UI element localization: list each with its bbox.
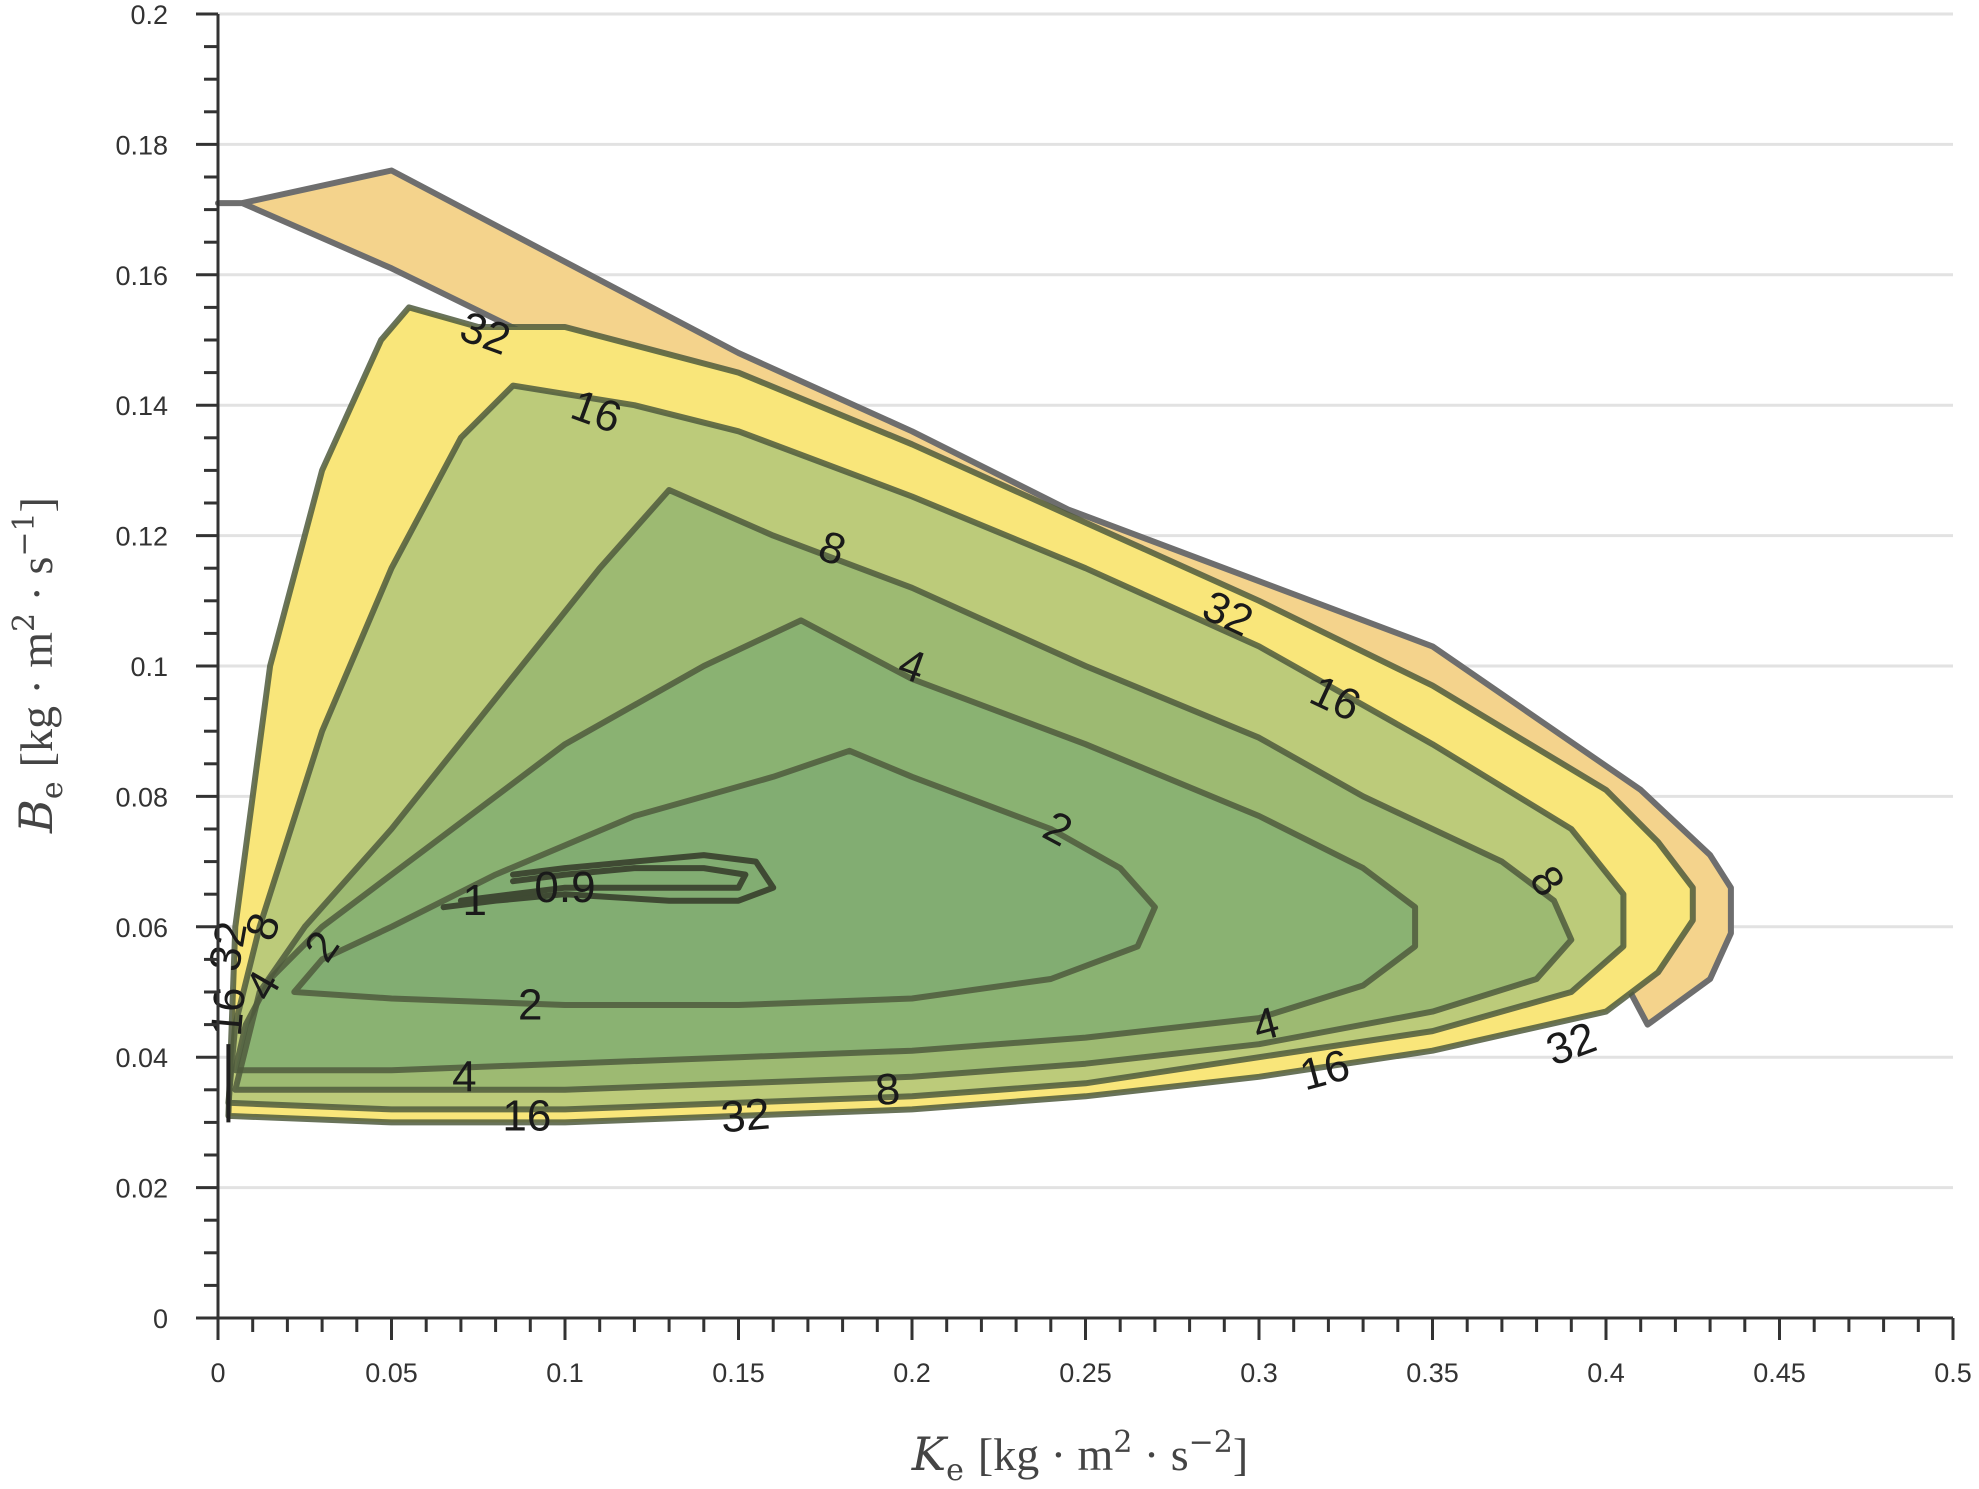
contour-line-0.9 [457, 865, 749, 904]
x-tick-label: 0.5 [1934, 1358, 1972, 1388]
y-tick-label: 0.1 [130, 652, 168, 682]
contour-line-16 [225, 382, 1627, 1113]
contour-label: 4 [452, 1052, 476, 1101]
x-tick-label: 0.3 [1240, 1358, 1278, 1388]
contour-label: 16 [502, 1091, 551, 1140]
contour-line-4 [232, 617, 1419, 1074]
axes [196, 12, 1955, 1340]
contour-label: 2 [518, 981, 542, 1030]
y-tick-labels: 0 0.02 0.04 0.06 0.08 0.1 0.12 0.14 0.16 0.18 0.2 [115, 0, 168, 1334]
y-tick-label: 0.06 [115, 913, 168, 943]
x-tick-labels: 0 0.05 0.1 0.15 0.2 0.25 0.3 0.35 0.4 0.45 0.5 [210, 1358, 1971, 1388]
contour-line-32 [225, 304, 1696, 1126]
contour-line-8 [232, 487, 1575, 1093]
contour-line-1 [440, 852, 777, 911]
contour-label: 16 [1295, 1040, 1355, 1100]
y-tick-label: 0.02 [115, 1174, 168, 1204]
x-tick-label: 0.25 [1059, 1358, 1112, 1388]
y-tick-label: 0.18 [115, 130, 168, 160]
contour-fill-2 [294, 750, 1155, 1005]
x-tick-label: 0.4 [1587, 1358, 1625, 1388]
contour-label: 32 [719, 1089, 772, 1142]
y-tick-label: 0.16 [115, 261, 168, 291]
y-tick-label: 0.2 [130, 0, 168, 30]
x-tick-label: 0.1 [546, 1358, 584, 1388]
x-tick-label: 0.35 [1406, 1358, 1459, 1388]
x-axis-label: Ke [kg · m2 · s−2] [911, 1425, 1248, 1488]
contour-label: 1 [463, 876, 487, 925]
y-tick-label: 0 [153, 1304, 168, 1334]
y-axis-label: Be[kg · m2 · s−1] [7, 497, 70, 834]
contour-line-2 [291, 747, 1158, 1008]
y-tick-label: 0.08 [115, 782, 168, 812]
x-tick-label: 0 [210, 1358, 225, 1388]
contour-label: 8 [873, 1064, 902, 1115]
y-tick-label: 0.04 [115, 1043, 168, 1073]
contour-lines [225, 304, 1696, 1126]
x-tick-label: 0.45 [1753, 1358, 1806, 1388]
contour-fills [215, 167, 1734, 1123]
x-tick-label: 0.15 [712, 1358, 765, 1388]
x-tick-label: 0.2 [893, 1358, 931, 1388]
contour-label: 0.9 [534, 863, 595, 912]
y-tick-label: 0.12 [115, 522, 168, 552]
y-tick-label: 0.14 [115, 391, 168, 421]
contour-label: 16 [202, 985, 255, 1038]
x-tick-label: 0.05 [365, 1358, 418, 1388]
